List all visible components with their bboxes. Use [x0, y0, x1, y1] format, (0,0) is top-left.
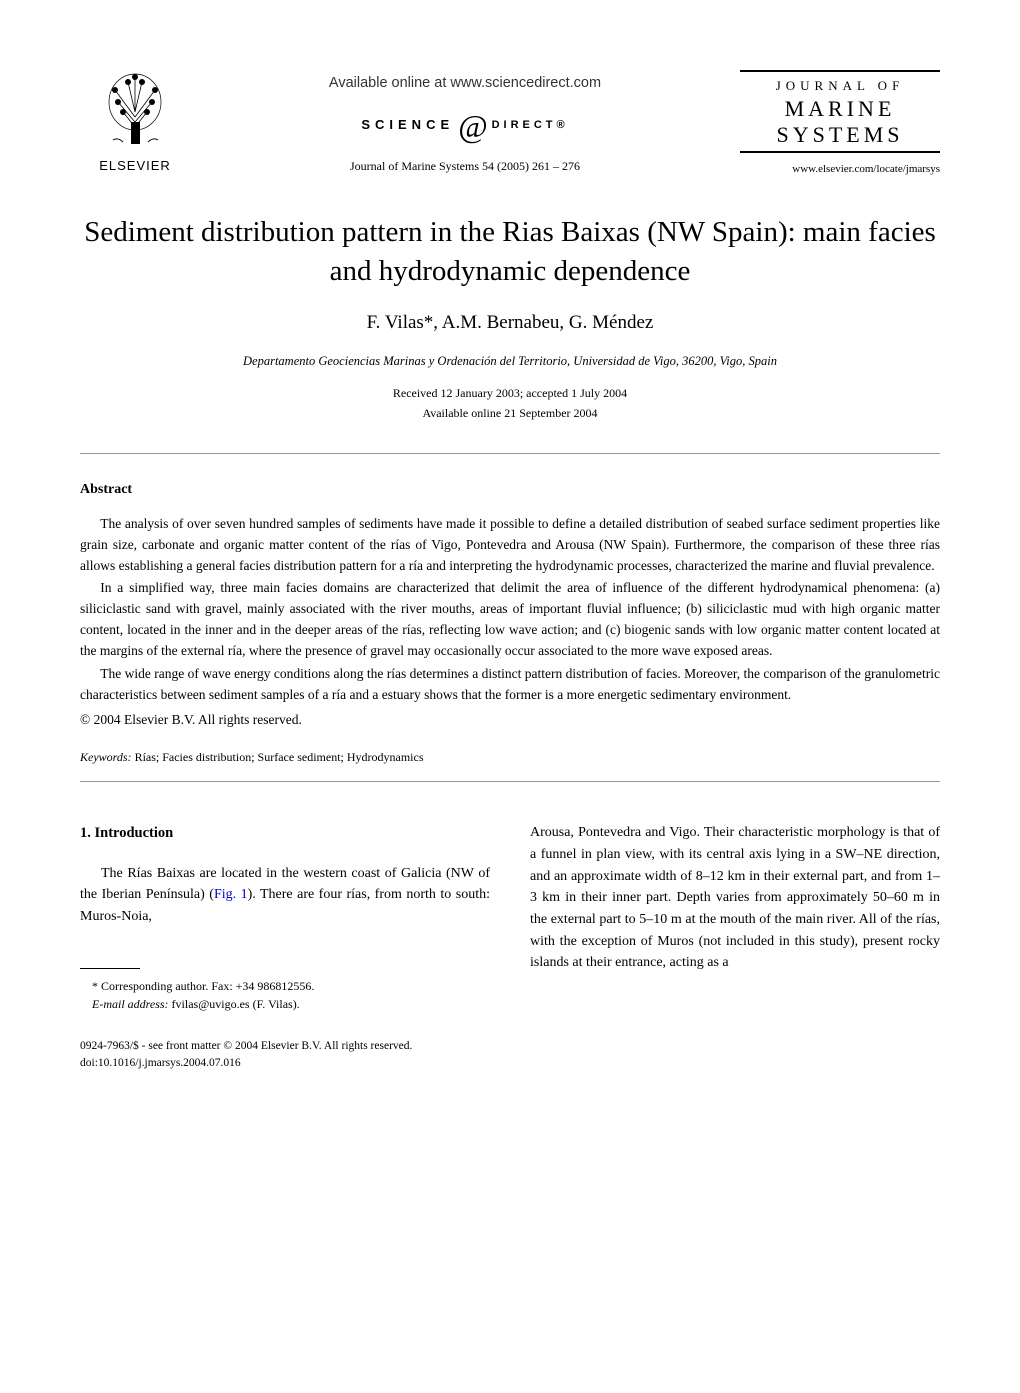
available-date: Available online 21 September 2004: [80, 404, 940, 423]
main-content: 1. Introduction The Rías Baixas are loca…: [80, 822, 940, 1013]
elsevier-tree-icon: [103, 72, 168, 147]
email-label: E-mail address:: [92, 997, 169, 1011]
authors-text: F. Vilas*, A.M. Bernabeu, G. Méndez: [367, 312, 654, 333]
at-icon: @: [458, 117, 487, 136]
science-direct-logo: SCIENCE @ DIRECT®: [210, 115, 720, 135]
publisher-logo: ELSEVIER: [80, 72, 190, 175]
publisher-name: ELSEVIER: [80, 156, 190, 176]
header-row: ELSEVIER Available online at www.science…: [80, 70, 940, 178]
abstract-p2: In a simplified way, three main facies d…: [80, 578, 940, 662]
email-value: fvilas@uvigo.es (F. Vilas).: [169, 997, 300, 1011]
header-center: Available online at www.sciencedirect.co…: [190, 73, 740, 174]
journal-of-text: JOURNAL OF: [740, 76, 940, 96]
journal-logo-box: JOURNAL OF MARINE SYSTEMS: [740, 70, 940, 153]
right-column: Arousa, Pontevedra and Vigo. Their chara…: [530, 822, 940, 1013]
abstract-p1: The analysis of over seven hundred sampl…: [80, 514, 940, 577]
issn-line: 0924-7963/$ - see front matter © 2004 El…: [80, 1038, 940, 1055]
bottom-info: 0924-7963/$ - see front matter © 2004 El…: [80, 1038, 940, 1073]
abstract-heading: Abstract: [80, 479, 940, 500]
corresponding-footnote: * Corresponding author. Fax: +34 9868125…: [80, 977, 490, 995]
keywords-label: Keywords:: [80, 750, 132, 764]
intro-right-p1: Arousa, Pontevedra and Vigo. Their chara…: [530, 822, 940, 974]
received-accepted: Received 12 January 2003; accepted 1 Jul…: [80, 384, 940, 403]
sd-left: SCIENCE: [361, 115, 454, 135]
email-footnote: E-mail address: fvilas@uvigo.es (F. Vila…: [80, 995, 490, 1013]
copyright: © 2004 Elsevier B.V. All rights reserved…: [80, 710, 940, 730]
article-dates: Received 12 January 2003; accepted 1 Jul…: [80, 384, 940, 422]
left-column: 1. Introduction The Rías Baixas are loca…: [80, 822, 490, 1013]
journal-url: www.elsevier.com/locate/jmarsys: [740, 161, 940, 178]
footnote-rule: [80, 968, 140, 969]
doi-line: doi:10.1016/j.jmarsys.2004.07.016: [80, 1055, 940, 1072]
journal-volume-info: Journal of Marine Systems 54 (2005) 261 …: [210, 157, 720, 175]
abstract-section: Abstract The analysis of over seven hund…: [80, 479, 940, 731]
journal-logo: JOURNAL OF MARINE SYSTEMS www.elsevier.c…: [740, 70, 940, 178]
affiliation: Departamento Geociencias Marinas y Orden…: [80, 352, 940, 371]
keywords: Keywords: Rías; Facies distribution; Sur…: [80, 748, 940, 766]
available-online-text: Available online at www.sciencedirect.co…: [210, 73, 720, 95]
divider-bottom: [80, 781, 940, 782]
intro-heading: 1. Introduction: [80, 822, 490, 844]
sd-right: DIRECT®: [492, 117, 569, 134]
abstract-body: The analysis of over seven hundred sampl…: [80, 514, 940, 706]
journal-name-1: MARINE: [740, 96, 940, 122]
journal-name-2: SYSTEMS: [740, 122, 940, 148]
article-title: Sediment distribution pattern in the Ria…: [80, 213, 940, 291]
authors: F. Vilas*, A.M. Bernabeu, G. Méndez: [80, 309, 940, 338]
divider-top: [80, 453, 940, 454]
keywords-text: Rías; Facies distribution; Surface sedim…: [132, 750, 424, 764]
fig-ref[interactable]: Fig. 1: [214, 887, 248, 902]
abstract-p3: The wide range of wave energy conditions…: [80, 664, 940, 706]
intro-left-p1: The Rías Baixas are located in the weste…: [80, 863, 490, 928]
